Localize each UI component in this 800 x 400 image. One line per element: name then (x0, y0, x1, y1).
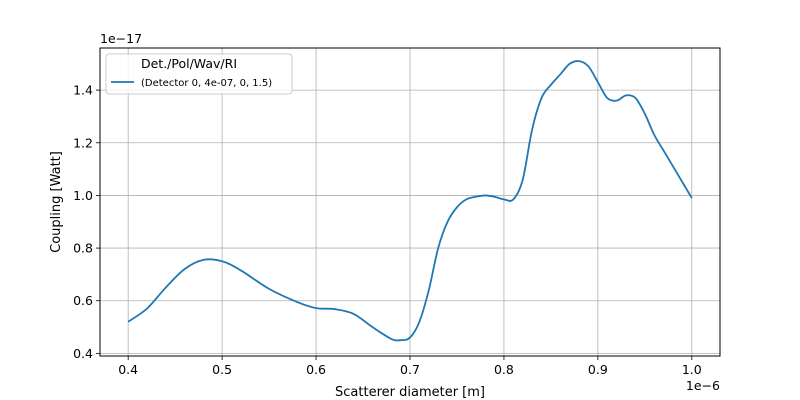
legend-title: Det./Pol/Wav/RI (141, 56, 237, 71)
y-offset-label: 1e−17 (100, 31, 142, 46)
x-tick-label: 0.7 (400, 362, 420, 377)
legend: Det./Pol/Wav/RI (Detector 0, 4e-07, 0, 1… (105, 53, 293, 95)
x-tick-label: 1.0 (682, 362, 702, 377)
y-tick-label: 0.8 (73, 241, 93, 256)
grid (100, 48, 720, 356)
x-axis-label: Scatterer diameter [m] (335, 385, 485, 400)
x-tick-label: 0.9 (588, 362, 608, 377)
y-tick-label: 1.4 (73, 83, 93, 98)
x-tick-label: 0.6 (306, 362, 326, 377)
legend-box (105, 53, 293, 95)
x-offset-label: 1e−6 (686, 378, 720, 393)
y-axis-label: Coupling [Watt] (49, 151, 64, 253)
y-tick-label: 0.6 (73, 293, 93, 308)
x-tick-label: 0.4 (118, 362, 138, 377)
y-tick-label: 0.4 (73, 346, 93, 361)
y-tick-label: 1.0 (73, 188, 93, 203)
ticks: 0.4 0.5 0.6 0.7 0.8 0.9 1.0 0.4 0.6 0.8 1.0 1.2 1.4 (73, 83, 702, 377)
y-tick-label: 1.2 (73, 135, 93, 150)
series-line (127, 60, 693, 342)
series-layer (127, 60, 693, 342)
x-tick-label: 0.5 (212, 362, 232, 377)
legend-entry: (Detector 0, 4e-07, 0, 1.5) (141, 78, 272, 89)
x-tick-label: 0.8 (494, 362, 514, 377)
